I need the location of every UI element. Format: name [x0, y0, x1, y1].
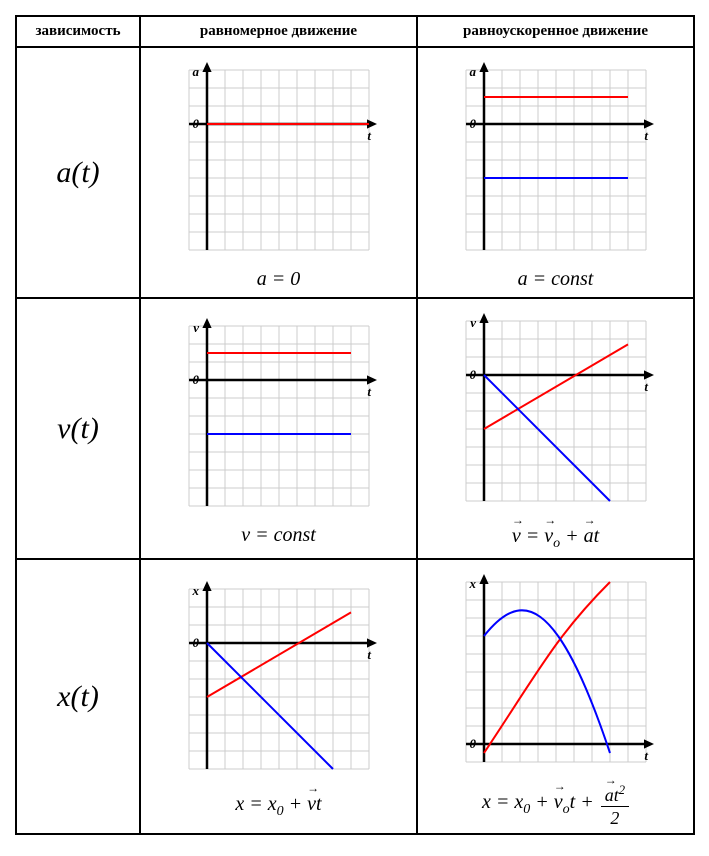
svg-text:0: 0: [192, 116, 199, 131]
cell-v-accel: v t 0 v = vo + at: [417, 298, 694, 559]
chart-x-uniform: x t 0: [177, 577, 381, 781]
cell-a-accel: a t 0 a = const: [417, 47, 694, 298]
svg-text:0: 0: [192, 635, 199, 650]
chart-a-uniform: a t 0: [177, 58, 381, 262]
formula-a-accel: a = const: [518, 268, 594, 291]
col-head-dependency: зависимость: [16, 16, 140, 47]
svg-text:x: x: [468, 576, 476, 591]
rowhead-a: a(t): [16, 47, 140, 298]
svg-text:x: x: [191, 583, 199, 598]
fn-v: v: [57, 412, 70, 445]
motion-comparison-table: зависимость равномерное движение равноус…: [15, 15, 695, 835]
row-a: a(t) at0 a = 0 at0 a = const: [16, 47, 694, 298]
cell-x-uniform: x t 0 x = x0 + vt: [140, 559, 417, 834]
chart-x-accel: x t 0: [454, 570, 658, 774]
svg-text:t: t: [644, 748, 648, 763]
svg-text:t: t: [367, 647, 371, 662]
fn-x: x: [57, 680, 70, 713]
formula-v-accel: v = vo + at: [512, 519, 599, 552]
arg-a: t: [81, 156, 89, 189]
formula-v-uniform: v = const: [241, 524, 316, 547]
formula-x-accel: x = x0 + vot + at22: [482, 780, 629, 827]
formula-a-uniform: a = 0: [257, 268, 301, 291]
chart-v-uniform: v t 0: [177, 314, 381, 518]
cell-v-uniform: v t 0 v = const: [140, 298, 417, 559]
row-x: x(t) xt0 x = x0 + vt xt0 x = x0 + vot + …: [16, 559, 694, 834]
rowhead-x: x(t): [16, 559, 140, 834]
svg-text:a: a: [469, 64, 476, 79]
svg-text:v: v: [193, 320, 199, 335]
col-head-accelerated: равноускоренное движение: [417, 16, 694, 47]
svg-text:0: 0: [469, 367, 476, 382]
chart-a-accel: a t 0: [454, 58, 658, 262]
arg-x: t: [80, 680, 88, 713]
row-v: v(t) vt0 v = const vt0 v = vo + at: [16, 298, 694, 559]
cell-x-accel: x t 0 x = x0 + vot + at22: [417, 559, 694, 834]
svg-text:t: t: [367, 128, 371, 143]
svg-text:t: t: [644, 128, 648, 143]
fn-a: a: [56, 156, 71, 189]
arg-v: t: [80, 412, 88, 445]
svg-text:t: t: [367, 384, 371, 399]
svg-text:0: 0: [469, 116, 476, 131]
header-row: зависимость равномерное движение равноус…: [16, 16, 694, 47]
svg-text:0: 0: [469, 736, 476, 751]
cell-a-uniform: a t 0 a = 0: [140, 47, 417, 298]
formula-x-uniform: x = x0 + vt: [235, 787, 321, 820]
chart-v-accel: v t 0: [454, 309, 658, 513]
rowhead-v: v(t): [16, 298, 140, 559]
svg-text:a: a: [192, 64, 199, 79]
col-head-uniform: равномерное движение: [140, 16, 417, 47]
svg-text:t: t: [644, 379, 648, 394]
svg-text:0: 0: [192, 372, 199, 387]
svg-text:v: v: [470, 315, 476, 330]
